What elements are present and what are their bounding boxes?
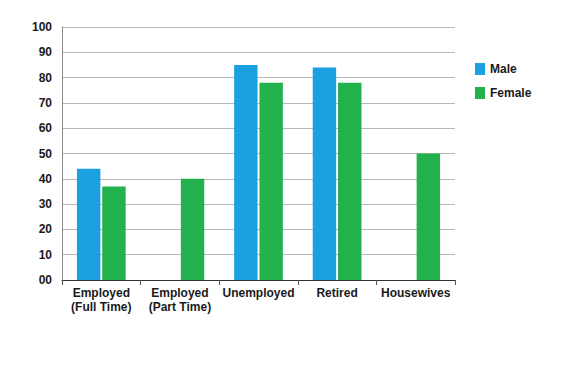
svg-text:Unemployed: Unemployed — [222, 286, 294, 300]
svg-text:30: 30 — [39, 197, 53, 211]
svg-text:(Part Time): (Part Time) — [149, 300, 211, 314]
svg-text:Female: Female — [490, 86, 532, 100]
svg-text:00: 00 — [39, 273, 53, 287]
svg-text:Employed: Employed — [73, 286, 130, 300]
svg-text:40: 40 — [39, 172, 53, 186]
svg-text:20: 20 — [39, 222, 53, 236]
svg-text:Retired: Retired — [316, 286, 357, 300]
svg-text:(Full Time): (Full Time) — [71, 300, 131, 314]
svg-text:Employed: Employed — [151, 286, 208, 300]
svg-text:10: 10 — [39, 248, 53, 262]
svg-text:50: 50 — [39, 147, 53, 161]
svg-text:Male: Male — [490, 62, 517, 76]
svg-text:60: 60 — [39, 121, 53, 135]
svg-text:90: 90 — [39, 45, 53, 59]
svg-text:70: 70 — [39, 96, 53, 110]
svg-text:Housewives: Housewives — [381, 286, 451, 300]
svg-text:100: 100 — [32, 20, 52, 34]
svg-text:80: 80 — [39, 71, 53, 85]
